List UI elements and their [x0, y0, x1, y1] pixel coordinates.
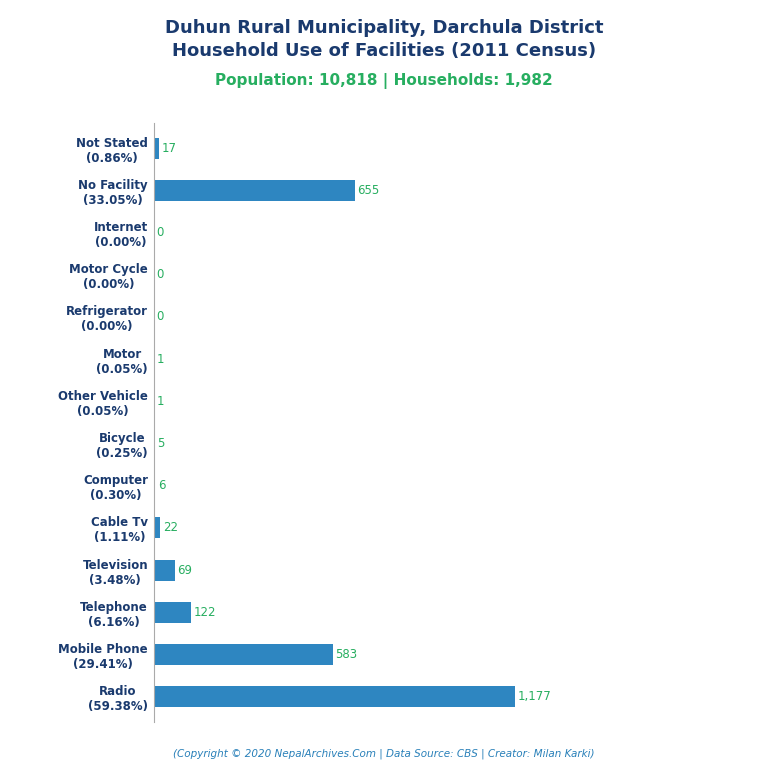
- Text: 0: 0: [156, 268, 164, 281]
- Text: (Copyright © 2020 NepalArchives.Com | Data Source: CBS | Creator: Milan Karki): (Copyright © 2020 NepalArchives.Com | Da…: [174, 748, 594, 759]
- Text: 69: 69: [177, 564, 192, 577]
- Text: 122: 122: [194, 606, 216, 619]
- Text: 22: 22: [163, 521, 178, 535]
- Bar: [154, 137, 159, 159]
- Text: 0: 0: [156, 310, 164, 323]
- Text: 655: 655: [357, 184, 379, 197]
- Bar: [154, 686, 515, 707]
- Text: 1: 1: [157, 353, 164, 366]
- Text: 17: 17: [161, 141, 177, 154]
- Bar: [154, 560, 175, 581]
- Bar: [154, 433, 155, 454]
- Text: 583: 583: [335, 648, 357, 661]
- Text: Population: 10,818 | Households: 1,982: Population: 10,818 | Households: 1,982: [215, 73, 553, 89]
- Text: Household Use of Facilities (2011 Census): Household Use of Facilities (2011 Census…: [172, 42, 596, 60]
- Text: 0: 0: [156, 226, 164, 239]
- Text: Duhun Rural Municipality, Darchula District: Duhun Rural Municipality, Darchula Distr…: [165, 19, 603, 37]
- Bar: [154, 644, 333, 665]
- Bar: [154, 475, 155, 496]
- Text: 6: 6: [158, 479, 165, 492]
- Bar: [154, 518, 161, 538]
- Text: 1,177: 1,177: [518, 690, 551, 703]
- Text: 5: 5: [157, 437, 165, 450]
- Text: 1: 1: [157, 395, 164, 408]
- Bar: [154, 180, 355, 201]
- Bar: [154, 601, 191, 623]
